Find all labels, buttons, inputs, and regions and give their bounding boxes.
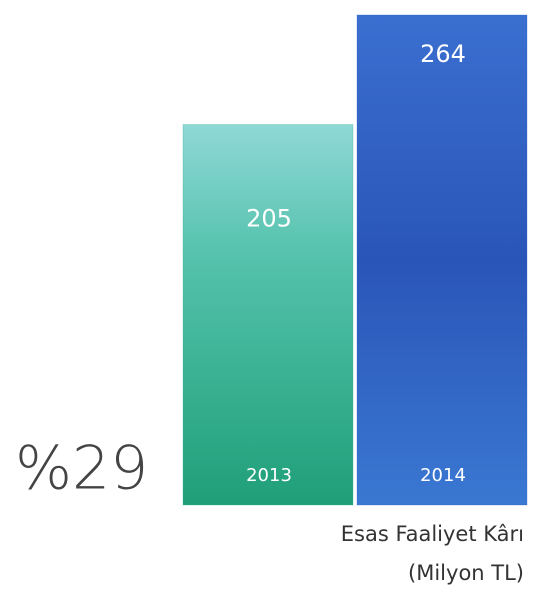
chart-title: Esas Faaliyet Kârı [341, 522, 524, 546]
value-label: 205 [246, 205, 292, 233]
value-label: 264 [420, 40, 466, 68]
chart: %29 Esas Faaliyet Kârı (Milyon TL) 205 20… [0, 0, 539, 597]
bar [183, 125, 353, 505]
annotation: %29 [15, 434, 148, 504]
category-label: 2014 [420, 465, 466, 486]
category-label: 2013 [246, 465, 292, 486]
bar [357, 15, 527, 505]
chart-subtitle: (Milyon TL) [408, 561, 524, 585]
